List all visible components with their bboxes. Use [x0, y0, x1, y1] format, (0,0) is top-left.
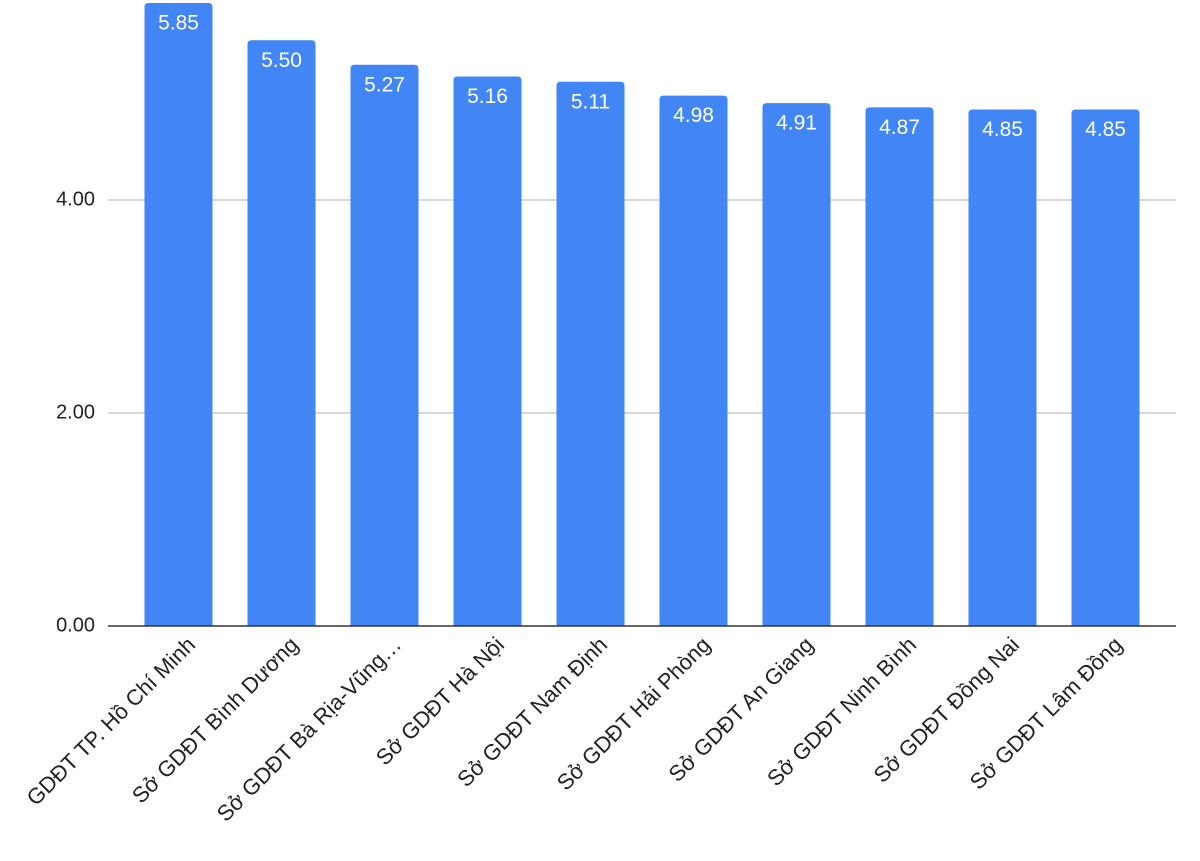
value-label: 4.98	[673, 104, 714, 127]
bar	[762, 103, 831, 627]
value-label: 5.27	[364, 73, 405, 96]
x-tick-label: Sở GDĐT Bình Dương	[127, 632, 303, 808]
bar	[247, 40, 316, 627]
bar	[968, 109, 1037, 626]
value-label: 5.85	[158, 12, 199, 35]
bar	[144, 3, 213, 626]
bar	[453, 76, 522, 626]
value-label: 4.85	[1085, 118, 1126, 141]
bar	[865, 107, 934, 626]
y-tick-label: 4.00	[56, 188, 95, 210]
bar	[556, 81, 625, 627]
value-label: 5.16	[467, 85, 508, 108]
value-label: 4.91	[776, 112, 817, 135]
x-tick-label: GDĐT TP. Hồ Chí Minh	[22, 632, 200, 810]
value-label: 4.85	[982, 118, 1023, 141]
y-tick-label: 0.00	[56, 614, 95, 636]
bar	[350, 64, 419, 627]
bar	[659, 95, 728, 626]
value-label: 5.11	[571, 90, 610, 113]
value-label: 4.87	[879, 116, 920, 139]
y-tick-label: 2.00	[56, 401, 95, 423]
x-tick-label: Sở GDĐT Bà Rịa-Vũng…	[212, 632, 406, 826]
value-label: 5.50	[261, 49, 302, 72]
bar	[1071, 109, 1140, 626]
